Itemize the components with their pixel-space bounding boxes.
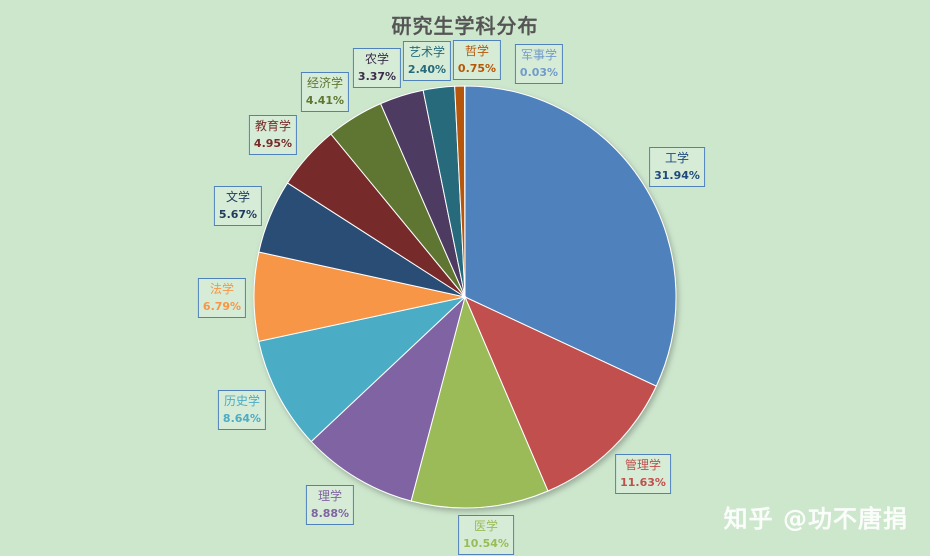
slice-name: 理学 bbox=[317, 489, 343, 503]
watermark: 知乎 @功不唐捐 bbox=[723, 505, 908, 533]
pie-slice-1 bbox=[464, 85, 677, 387]
slice-label: 哲学 0.75% bbox=[452, 40, 502, 80]
slice-percent: 2.40% bbox=[407, 63, 447, 76]
slice-name: 农学 bbox=[364, 52, 390, 66]
slice-name: 医学 bbox=[473, 519, 499, 533]
slice-name: 经济学 bbox=[306, 76, 344, 90]
chart-title: 研究生学科分布 bbox=[391, 14, 539, 38]
slice-percent: 10.54% bbox=[463, 537, 509, 550]
slice-percent: 6.79% bbox=[202, 300, 242, 313]
slice-percent: 3.37% bbox=[357, 70, 397, 83]
slice-label: 文学 5.67% bbox=[213, 186, 263, 226]
pie-slice-3 bbox=[410, 295, 549, 509]
slice-label: 军事学 0.03% bbox=[514, 44, 564, 84]
slice-label: 工学 31.94% bbox=[649, 147, 705, 187]
pie-slice-4 bbox=[310, 295, 466, 502]
slice-percent: 0.03% bbox=[519, 66, 559, 79]
slice-percent: 31.94% bbox=[654, 169, 700, 182]
slice-percent: 11.63% bbox=[620, 476, 666, 489]
slice-label: 经济学 4.41% bbox=[300, 72, 350, 112]
pie-slice-2 bbox=[464, 295, 657, 492]
slice-percent: 8.88% bbox=[310, 507, 350, 520]
slice-name: 工学 bbox=[664, 151, 690, 165]
slice-name: 艺术学 bbox=[408, 45, 446, 59]
slice-label: 管理学 11.63% bbox=[615, 454, 671, 494]
slice-name: 文学 bbox=[225, 190, 251, 204]
slice-name: 哲学 bbox=[464, 44, 490, 58]
slice-label: 教育学 4.95% bbox=[248, 115, 298, 155]
pie-slice-5 bbox=[258, 296, 467, 443]
slice-name: 法学 bbox=[209, 282, 235, 296]
slice-label: 农学 3.37% bbox=[352, 48, 402, 88]
slice-percent: 8.64% bbox=[222, 412, 262, 425]
slice-label: 法学 6.79% bbox=[197, 278, 247, 318]
slice-percent: 4.95% bbox=[253, 137, 293, 150]
slice-name: 教育学 bbox=[254, 119, 292, 133]
slice-label: 艺术学 2.40% bbox=[402, 41, 452, 81]
slice-percent: 4.41% bbox=[305, 94, 345, 107]
slice-name: 历史学 bbox=[223, 394, 261, 408]
slice-name: 管理学 bbox=[624, 458, 662, 472]
slice-label: 医学 10.54% bbox=[458, 515, 514, 555]
slice-label: 理学 8.88% bbox=[305, 485, 355, 525]
slice-percent: 5.67% bbox=[218, 208, 258, 221]
slice-percent: 0.75% bbox=[457, 62, 497, 75]
slice-label: 历史学 8.64% bbox=[217, 390, 267, 430]
slice-name: 军事学 bbox=[520, 48, 558, 62]
